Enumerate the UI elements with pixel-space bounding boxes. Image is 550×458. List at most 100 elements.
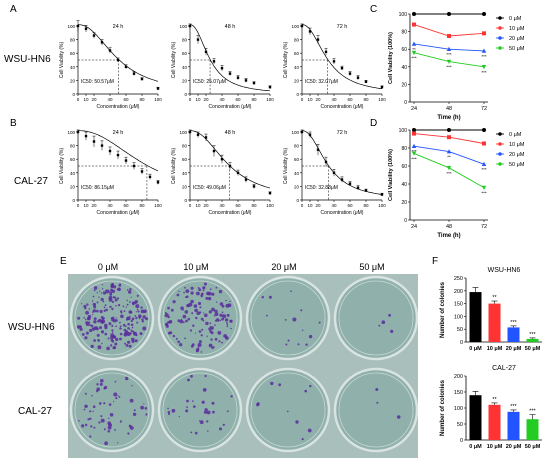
colony — [131, 317, 135, 321]
x-tick-label: 80 — [139, 97, 145, 102]
colony — [266, 314, 268, 317]
bar — [488, 404, 501, 440]
series-point — [446, 166, 452, 171]
colony — [290, 290, 292, 292]
data-point — [196, 38, 200, 41]
culture-plate — [333, 275, 418, 361]
colony — [195, 349, 199, 353]
colony — [142, 326, 147, 331]
colony — [119, 283, 121, 285]
data-point — [204, 136, 208, 139]
data-point — [308, 30, 312, 33]
y-tick-label: 40 — [182, 171, 188, 176]
colony — [206, 291, 210, 296]
colony — [111, 307, 114, 311]
significance-mark: *** — [481, 70, 487, 75]
colony — [226, 325, 229, 328]
colony — [92, 405, 96, 408]
colony — [93, 320, 97, 324]
colony — [101, 284, 104, 286]
series-point — [412, 22, 416, 27]
y-tick-label: 80 — [70, 38, 76, 43]
colony — [221, 341, 224, 344]
colony — [133, 409, 136, 412]
y-axis-label: Cell Viability (%) — [283, 148, 289, 185]
x-tick-label: 100 — [266, 97, 274, 102]
y-tick-label: 40 — [70, 65, 76, 70]
colony — [213, 314, 216, 317]
colony — [170, 308, 174, 312]
series-point — [412, 131, 416, 136]
colony — [79, 327, 83, 331]
colony — [186, 406, 188, 408]
colony — [177, 319, 181, 323]
series-point — [411, 151, 417, 156]
data-point — [364, 189, 368, 192]
series-point — [482, 128, 486, 132]
colony — [194, 308, 198, 313]
y-tick-label: 20 — [182, 184, 188, 189]
data-point — [132, 164, 136, 168]
data-point — [308, 133, 312, 136]
colony — [140, 309, 145, 314]
y-tick-label: 60 — [294, 157, 300, 162]
colony — [83, 408, 86, 411]
plate-inner-rim — [338, 372, 414, 448]
colony — [287, 339, 290, 342]
y-tick-label: 0 — [404, 100, 407, 106]
data-point — [100, 41, 104, 44]
colony — [378, 324, 381, 327]
colony — [196, 311, 201, 315]
colony — [185, 295, 189, 299]
fit-curve — [77, 130, 159, 172]
y-tick-label: 40 — [70, 171, 76, 176]
colony — [204, 408, 208, 412]
colony — [100, 379, 104, 383]
colony — [206, 420, 209, 423]
panel-label-a: A — [10, 4, 17, 15]
colony — [90, 344, 94, 349]
colony — [221, 311, 224, 314]
significance-mark: *** — [411, 56, 417, 61]
colony — [98, 421, 101, 424]
colony — [98, 296, 100, 298]
x-tick-label: 100 — [154, 203, 162, 208]
y-tick-label: 40 — [294, 171, 300, 176]
y-axis-label: Cell Viability (%) — [59, 148, 65, 185]
colony — [219, 319, 222, 322]
y-tick-label: 20 — [294, 78, 300, 83]
colony — [117, 287, 121, 292]
x-tick-label: 10 μM — [487, 346, 503, 352]
colony — [210, 338, 213, 341]
x-tick-label: 60 — [123, 203, 129, 208]
colony — [131, 340, 135, 343]
colony — [113, 392, 118, 397]
series-point — [447, 34, 451, 38]
colony — [381, 320, 386, 324]
colony — [187, 317, 191, 321]
colony — [89, 417, 92, 420]
colony — [94, 303, 96, 305]
colony — [200, 351, 203, 353]
colony — [179, 343, 183, 347]
x-tick-label: 100 — [378, 203, 386, 208]
x-tick-label: 0 — [77, 203, 80, 208]
x-tick-label: 80 — [139, 203, 145, 208]
y-tick-label: 100 — [399, 12, 408, 18]
colony — [204, 313, 208, 318]
colony — [125, 344, 129, 347]
colony — [192, 324, 195, 327]
colony — [119, 332, 123, 336]
x-tick-label: 80 — [251, 203, 257, 208]
colony — [90, 425, 93, 428]
chart-title: 24 h — [113, 130, 124, 136]
data-point — [124, 65, 128, 68]
colony — [108, 322, 110, 324]
colony — [211, 346, 214, 350]
plate-row-label-wsu-hn6: WSU-HN6 — [8, 322, 55, 333]
colony — [184, 286, 186, 289]
bar — [469, 395, 482, 440]
x-tick-label: 0 μM — [469, 346, 482, 352]
colony — [87, 314, 92, 319]
colony — [124, 342, 126, 345]
